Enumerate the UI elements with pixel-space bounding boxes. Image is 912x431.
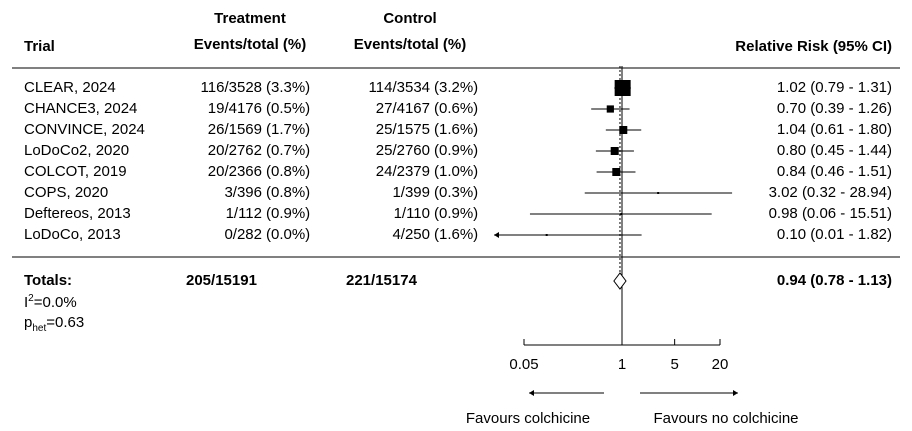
trial-name: Deftereos, 2013: [24, 205, 131, 222]
totals-label: Totals:: [24, 272, 73, 289]
rr-ci-text: 0.84 (0.46 - 1.51): [776, 163, 892, 180]
p-het-sub: het: [32, 323, 47, 334]
point-estimate: [619, 126, 628, 134]
treatment-pct: (0.9%): [266, 205, 311, 222]
point-estimate: [620, 213, 623, 215]
trial-name: CLEAR, 2024: [24, 79, 116, 96]
control-events: 24/2379: [375, 163, 430, 180]
x-tick-label: 20: [712, 356, 729, 373]
point-estimate: [657, 192, 660, 194]
x-tick-label: 5: [670, 356, 678, 373]
trial-name: COPS, 2020: [24, 184, 109, 201]
treatment-pct: (1.7%): [266, 121, 311, 138]
trial-name: LoDoCo, 2013: [24, 226, 121, 243]
favours-right-label: Favours no colchicine: [653, 410, 798, 427]
header-trial: Trial: [24, 38, 55, 55]
control-events: 25/2760: [375, 142, 430, 159]
header-control-2: Events/total (%): [353, 36, 467, 53]
treatment-pct: (3.3%): [266, 79, 311, 96]
treatment-pct: (0.5%): [266, 100, 311, 117]
treatment-events: 0/282: [224, 226, 262, 243]
control-events: 1/110: [393, 205, 430, 222]
control-events: 27/4167: [375, 100, 430, 117]
ci-arrow-left: [494, 232, 499, 238]
trial-name: LoDoCo2, 2020: [24, 142, 130, 159]
control-events: 114/3534: [368, 79, 430, 96]
pooled-diamond: [613, 272, 627, 290]
point-estimate: [610, 147, 619, 155]
control-pct: (1.6%): [434, 226, 479, 243]
control-pct: (0.6%): [434, 100, 479, 117]
rr-ci-text: 1.04 (0.61 - 1.80): [776, 121, 892, 138]
i-squared-base: I: [24, 294, 29, 311]
p-het: phet=0.63: [24, 314, 84, 334]
x-tick-label: 1: [618, 356, 626, 373]
point-estimate: [606, 105, 614, 113]
treatment-events: 1/112: [225, 205, 262, 222]
control-pct: (0.9%): [434, 142, 479, 159]
treatment-pct: (0.8%): [266, 184, 311, 201]
header-relative-risk: Relative Risk (95% CI): [735, 38, 892, 55]
point-estimate: [614, 80, 631, 96]
rr-ci-text: 0.80 (0.45 - 1.44): [776, 142, 892, 159]
treatment-events: 20/2366: [207, 163, 262, 180]
trial-name: COLCOT, 2019: [24, 163, 127, 180]
treatment-events: 19/4176: [207, 100, 262, 117]
header-treatment-2: Events/total (%): [193, 36, 307, 53]
control-pct: (1.0%): [434, 163, 479, 180]
i-squared-sup: 2: [28, 293, 34, 304]
treatment-pct: (0.8%): [266, 163, 311, 180]
rr-ci-text: 0.70 (0.39 - 1.26): [776, 100, 892, 117]
rr-ci-text: 0.98 (0.06 - 15.51): [768, 205, 892, 222]
totals-control: 221/15174: [346, 272, 417, 289]
point-estimate: [545, 234, 548, 236]
p-het-base: p: [24, 314, 33, 331]
i-squared-value: =0.0%: [33, 294, 77, 311]
p-het-value: =0.63: [46, 314, 85, 331]
control-events: 1/399: [392, 184, 430, 201]
trial-name: CHANCE3, 2024: [24, 100, 138, 117]
control-pct: (0.3%): [434, 184, 479, 201]
treatment-pct: (0.7%): [266, 142, 311, 159]
x-tick-label: 0.05: [509, 356, 538, 373]
control-pct: (0.9%): [434, 205, 479, 222]
totals-treatment: 205/15191: [186, 272, 257, 289]
point-estimate: [612, 168, 621, 176]
favours-right-arrowhead: [733, 390, 738, 396]
header-treatment-1: Treatment: [214, 10, 286, 27]
treatment-events: 116/3528: [200, 79, 262, 96]
header-control-1: Control: [383, 10, 437, 27]
treatment-events: 20/2762: [207, 142, 262, 159]
control-events: 25/1575: [375, 121, 430, 138]
control-events: 4/250: [392, 226, 430, 243]
rr-ci-text: 0.10 (0.01 - 1.82): [776, 226, 892, 243]
treatment-events: 3/396: [224, 184, 262, 201]
i-squared: I2=0.0%: [24, 293, 77, 311]
control-pct: (1.6%): [434, 121, 479, 138]
treatment-events: 26/1569: [207, 121, 262, 138]
rr-ci-text: 1.02 (0.79 - 1.31): [776, 79, 892, 96]
rr-ci-text: 3.02 (0.32 - 28.94): [768, 184, 892, 201]
control-pct: (3.2%): [434, 79, 479, 96]
treatment-pct: (0.0%): [266, 226, 311, 243]
trial-name: CONVINCE, 2024: [24, 121, 145, 138]
favours-left-label: Favours colchicine: [466, 410, 590, 427]
favours-left-arrowhead: [529, 390, 534, 396]
totals-rr-text: 0.94 (0.78 - 1.13): [776, 272, 892, 289]
